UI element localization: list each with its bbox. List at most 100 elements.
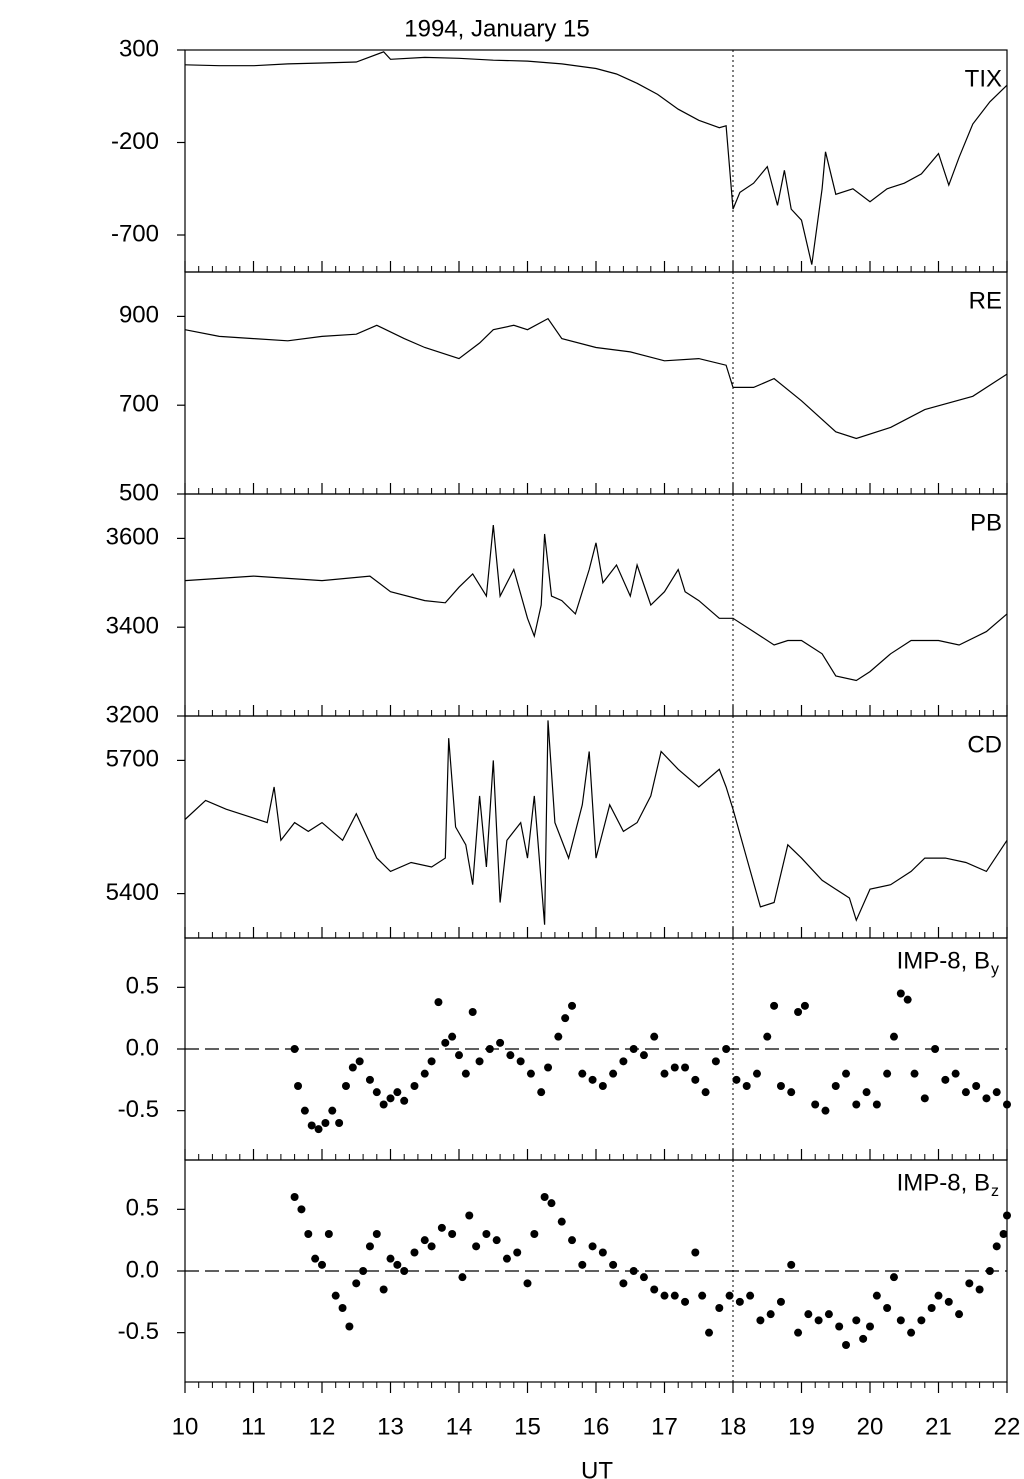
data-point: [598, 1082, 607, 1090]
data-point: [910, 1069, 919, 1078]
data-point: [866, 1322, 874, 1331]
y-tick-label: 0.0: [126, 1034, 159, 1061]
data-point: [705, 1328, 714, 1337]
data-point: [441, 1038, 450, 1047]
data-point: [547, 1199, 556, 1208]
data-point: [530, 1230, 539, 1238]
data-point: [379, 1285, 388, 1294]
data-point: [722, 1045, 731, 1053]
data-point: [465, 1211, 474, 1220]
data-point: [800, 1001, 809, 1010]
data-point: [650, 1285, 659, 1294]
x-tick-label: 22: [994, 1413, 1021, 1440]
data-point: [889, 1273, 898, 1282]
data-point: [992, 1242, 1001, 1251]
data-point: [903, 995, 912, 1004]
data-point: [537, 1088, 546, 1097]
data-point: [746, 1291, 755, 1300]
panel-label: PB: [970, 509, 1002, 536]
data-point: [883, 1304, 892, 1312]
data-point: [842, 1341, 851, 1349]
data-point: [821, 1106, 830, 1115]
data-point: [619, 1057, 628, 1066]
data-point: [355, 1057, 364, 1066]
data-point: [931, 1045, 940, 1053]
data-point: [311, 1254, 320, 1263]
data-point: [814, 1316, 823, 1325]
y-tick-label: 5700: [106, 746, 159, 773]
data-point: [410, 1082, 419, 1090]
data-point: [811, 1100, 820, 1109]
data-point: [427, 1242, 436, 1251]
data-point: [794, 1008, 803, 1016]
data-point: [578, 1260, 587, 1269]
data-point: [448, 1230, 457, 1238]
data-point: [598, 1248, 607, 1257]
data-point: [660, 1069, 669, 1078]
data-point: [992, 1088, 1001, 1097]
data-point: [776, 1297, 785, 1306]
y-tick-label: 5400: [106, 879, 159, 906]
data-point: [896, 989, 905, 998]
data-point: [787, 1260, 796, 1269]
data-point: [410, 1248, 419, 1257]
data-point: [557, 1217, 566, 1226]
data-point: [732, 1075, 741, 1084]
data-point: [393, 1260, 402, 1269]
data-point: [568, 1236, 577, 1245]
data-point: [701, 1088, 710, 1097]
data-point: [920, 1094, 929, 1103]
y-tick-label: 900: [119, 302, 159, 329]
data-point: [588, 1242, 597, 1251]
data-point: [513, 1248, 522, 1257]
x-tick-label: 17: [651, 1413, 678, 1440]
data-point: [472, 1242, 481, 1251]
data-point: [681, 1063, 690, 1072]
data-point: [907, 1328, 916, 1337]
data-point: [420, 1236, 429, 1245]
data-point: [975, 1285, 984, 1294]
data-point: [372, 1230, 381, 1238]
data-point: [763, 1032, 772, 1041]
data-point: [951, 1069, 960, 1078]
data-point: [352, 1279, 361, 1288]
panel-label-subscript: y: [991, 961, 999, 978]
data-line: [184, 525, 1008, 682]
data-point: [341, 1082, 350, 1090]
data-point: [859, 1334, 868, 1343]
data-point: [883, 1069, 892, 1078]
data-point: [321, 1119, 330, 1127]
data-point: [804, 1310, 813, 1319]
data-point: [523, 1279, 532, 1288]
y-tick-label: -0.5: [118, 1096, 159, 1123]
data-point: [917, 1316, 926, 1325]
data-point: [314, 1125, 323, 1134]
data-point: [386, 1094, 395, 1103]
data-point: [650, 1032, 659, 1041]
panel-label: IMP-8, B: [897, 947, 990, 974]
data-point: [502, 1254, 511, 1263]
x-tick-label: 13: [377, 1413, 404, 1440]
x-tick-label: 21: [925, 1413, 952, 1440]
panel-frame: [184, 715, 1008, 939]
data-point: [776, 1082, 785, 1090]
data-point: [386, 1254, 395, 1263]
data-point: [475, 1057, 484, 1066]
x-tick-label: 20: [857, 1413, 884, 1440]
y-tick-label: 300: [119, 35, 159, 62]
data-point: [1003, 1100, 1011, 1109]
x-tick-label: 16: [583, 1413, 610, 1440]
data-point: [359, 1267, 368, 1275]
panel-label: TIX: [965, 65, 1002, 92]
data-point: [420, 1069, 429, 1078]
data-point: [427, 1057, 436, 1066]
data-line: [184, 317, 1008, 440]
data-point: [691, 1075, 700, 1084]
data-point: [331, 1291, 340, 1300]
panel-label: CD: [967, 731, 1002, 758]
data-point: [609, 1069, 618, 1078]
panel-label: IMP-8, B: [897, 1169, 990, 1196]
data-point: [831, 1082, 840, 1090]
data-point: [944, 1297, 953, 1306]
